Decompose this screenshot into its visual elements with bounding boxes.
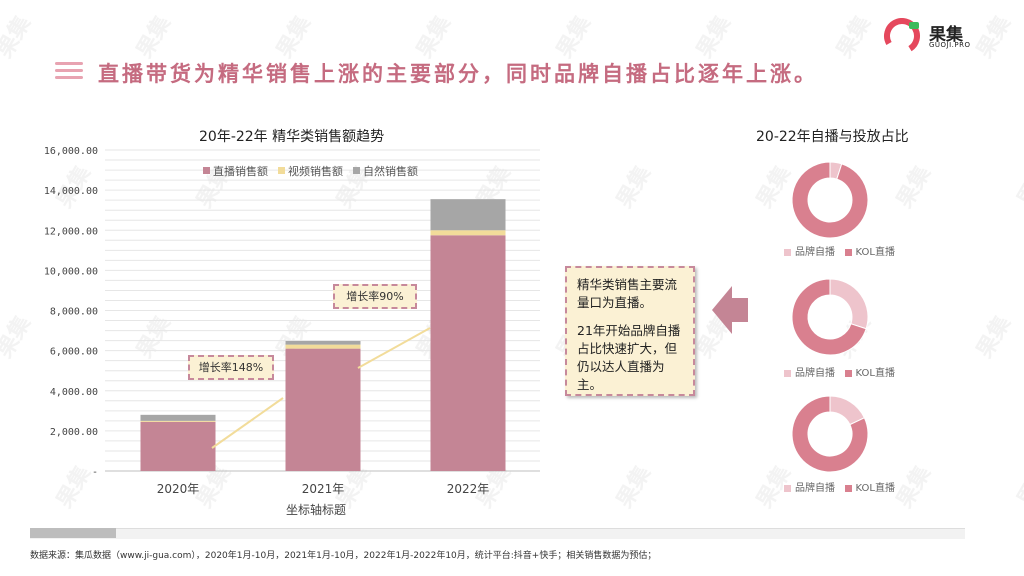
x-axis-title: 坐标轴标题: [286, 503, 347, 517]
legend-swatch: [844, 369, 852, 377]
scrollbar-thumb[interactable]: [30, 528, 116, 538]
legend-label-kol: KOL直播: [855, 247, 895, 258]
bar-segment: [285, 348, 361, 471]
insight-note: 精华类销售主要流量口为直播。 21年开始品牌自播占比快速扩大，但仍以达人直播为主…: [565, 266, 695, 396]
watermark-logo: 果集: [612, 461, 657, 513]
logo-name: 果集: [929, 25, 963, 45]
watermark-logo: 果集: [832, 11, 877, 63]
bar-segment: [430, 199, 506, 231]
bar-segment: [430, 230, 506, 236]
legend-swatch: [203, 167, 210, 174]
watermark-logo: 果集: [972, 311, 1017, 363]
legend-label-brand: 品牌自播: [795, 483, 835, 494]
y-tick-label: 4,000.00: [50, 387, 98, 398]
donut-slice: [829, 278, 869, 330]
legend-swatch: [844, 484, 852, 492]
growth-label-2022: 增长率90%: [333, 284, 417, 309]
watermark-logo: 果集: [272, 11, 317, 63]
donut-slice: [791, 161, 869, 239]
y-tick-label: 6,000.00: [50, 347, 98, 358]
watermark-logo: 果集: [692, 11, 737, 63]
legend-label: 直播销售额: [213, 164, 268, 178]
growth-arrows: [211, 327, 431, 449]
watermark-logo: 果集: [612, 161, 657, 213]
legend-label-brand: 品牌自播: [795, 368, 835, 379]
note-paragraph-1: 精华类销售主要流量口为直播。: [577, 277, 678, 310]
watermark-logo: 果集: [1012, 179, 1024, 212]
headline-icon: [55, 62, 83, 80]
y-tick-label: -: [92, 467, 98, 478]
growth-label-2021: 增长率148%: [188, 355, 274, 380]
x-tick-label: 2022年: [447, 482, 490, 496]
scrollbar-track[interactable]: [30, 528, 965, 539]
bar-chart: - 2,000.00 4,000.00 6,000.00 8,000.00 10,000.…: [44, 146, 540, 496]
y-tick-label: 14,000.00: [44, 186, 98, 197]
watermark-logo: 果集: [972, 11, 1017, 63]
watermark-logo: 果集: [412, 11, 457, 63]
donut-slice: [791, 278, 867, 356]
watermark-logo: 果集: [0, 11, 37, 63]
x-tick-label: 2020年: [157, 482, 200, 496]
watermark-logo: 果集: [552, 11, 597, 63]
legend-swatch: [784, 369, 791, 377]
donut-chart-title: 20-22年自播与投放占比: [756, 129, 909, 145]
legend-label-kol: KOL直播: [855, 368, 895, 379]
logo-icon: [884, 18, 920, 54]
watermark-logo: 果集: [132, 11, 177, 63]
legend-label: 视频销售额: [288, 164, 343, 178]
legend-swatch: [278, 167, 285, 174]
legend-swatch: [784, 248, 791, 256]
bar-segment: [140, 414, 216, 421]
donut-slice: [791, 395, 869, 473]
note-paragraph-2: 21年开始品牌自播占比快速扩大，但仍以达人直播为主。: [577, 323, 681, 392]
bar-segment: [140, 420, 216, 422]
y-tick-label: 10,000.00: [44, 266, 98, 277]
page-title: 直播带货为精华销售上涨的主要部分，同时品牌自播占比逐年上涨。: [98, 62, 818, 86]
y-tick-label: 12,000.00: [44, 226, 98, 237]
donut-legend-2: 品牌自播 KOL直播: [784, 364, 895, 379]
source-footnote: 数据来源：集瓜数据（www.ji-gua.com），2020年1月-10月，20…: [30, 551, 657, 561]
bar-segment: [430, 235, 506, 471]
legend-label-brand: 品牌自播: [795, 247, 835, 258]
legend-label: 自然销售额: [363, 164, 418, 178]
x-tick-label: 2021年: [302, 482, 345, 496]
watermark-logo: 果集: [1012, 479, 1024, 512]
legend-label-kol: KOL直播: [855, 483, 895, 494]
bar-segment: [285, 344, 361, 349]
y-tick-label: 2,000.00: [50, 427, 98, 438]
logo-subtitle: GUOJI.PRO: [929, 41, 971, 49]
donut-legend-1: 品牌自播 KOL直播: [784, 243, 895, 258]
legend-swatch: [844, 248, 852, 256]
donut-charts: [791, 161, 869, 473]
donut-legend-3: 品牌自播 KOL直播: [784, 479, 895, 494]
y-tick-label: 8,000.00: [50, 307, 98, 318]
bar-segment: [285, 340, 361, 345]
arrow-left-icon: [712, 286, 748, 334]
y-tick-label: 16,000.00: [44, 146, 98, 157]
bar-segment: [140, 421, 216, 471]
bar-chart-title: 20年-22年 精华类销售额趋势: [199, 129, 385, 145]
legend-swatch: [353, 167, 360, 174]
legend-swatch: [784, 484, 791, 492]
